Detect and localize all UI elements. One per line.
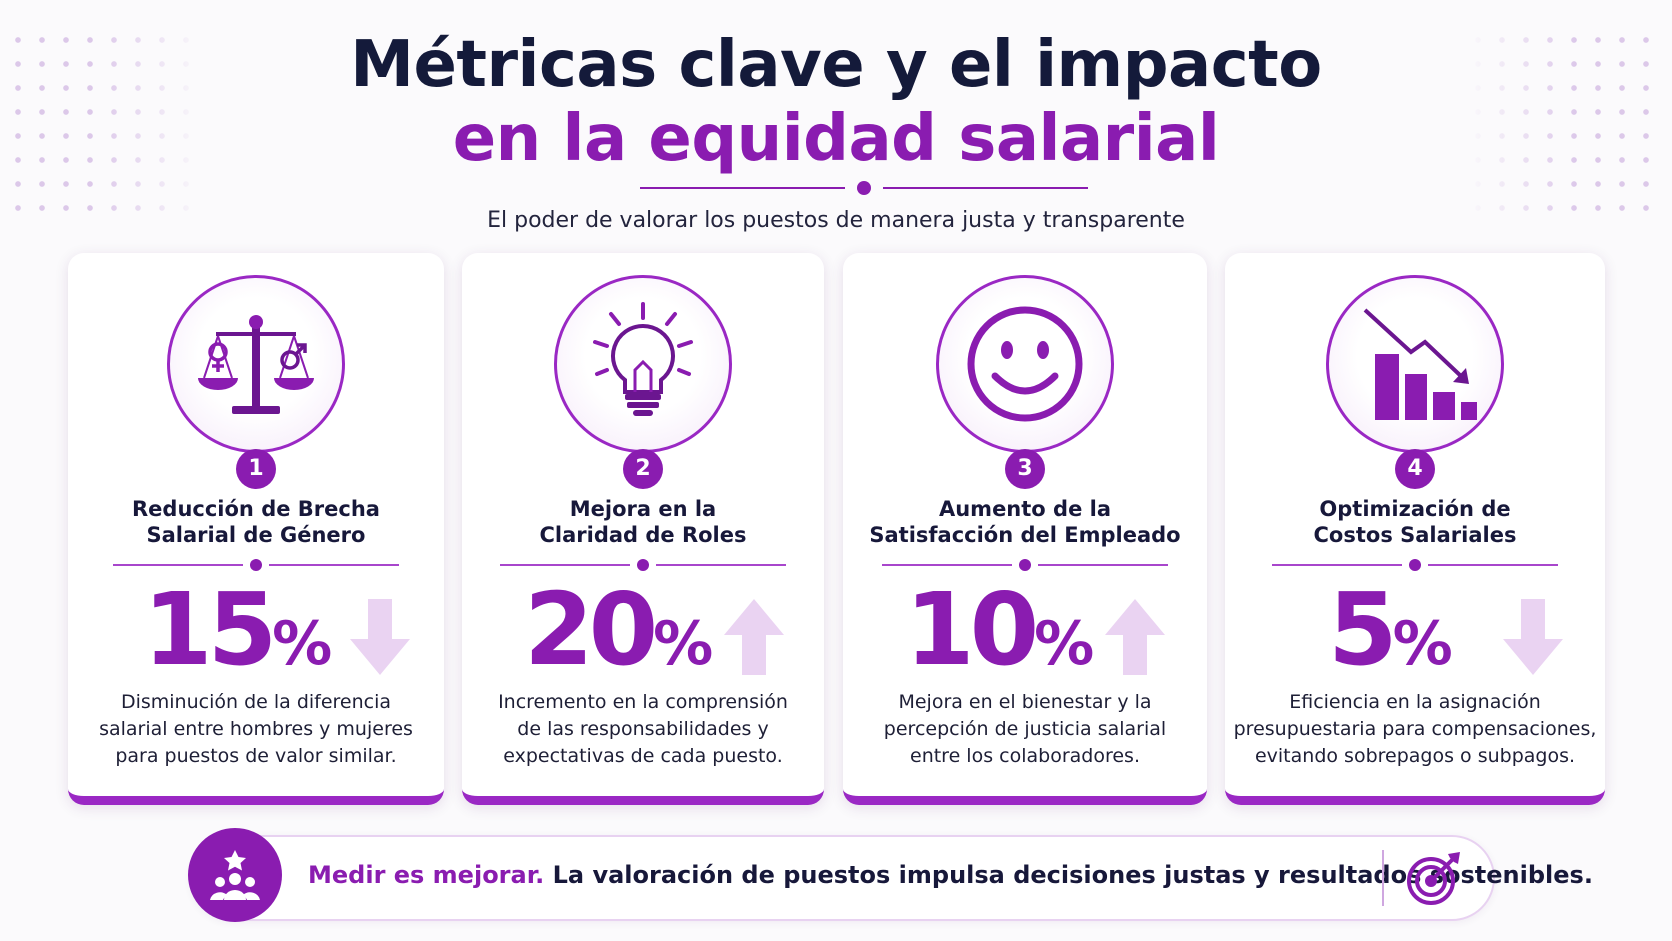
metric-value: 15%	[143, 575, 332, 699]
arrow-up-icon	[1105, 599, 1165, 675]
desc-line: Incremento en la comprensión	[498, 691, 788, 713]
metric-number: 20	[524, 571, 658, 688]
title-line-2: en la equidad salarial	[452, 102, 1220, 176]
title-line-1: Métricas clave y el impacto	[350, 28, 1322, 102]
team-star-icon	[188, 828, 282, 922]
card-title-line-2: Salarial de Género	[146, 523, 366, 547]
card-number: 4	[1395, 449, 1435, 489]
footer-message: Medir es mejorar. La valoración de puest…	[308, 861, 1593, 889]
card-title: Aumento de la Satisfacción del Empleado	[843, 496, 1207, 548]
metric-value: 20%	[524, 575, 713, 699]
card-title-line-1: Optimización de	[1319, 497, 1511, 521]
card-divider	[882, 559, 1168, 571]
metric-number: 15	[143, 571, 277, 688]
title-divider	[640, 181, 1088, 195]
target-arrow-icon	[1407, 852, 1460, 905]
decorative-dots-right	[1466, 28, 1666, 218]
desc-line: expectativas de cada puesto.	[503, 745, 783, 767]
footer-separator	[1382, 850, 1384, 906]
card-number: 2	[623, 449, 663, 489]
card-description: Incremento en la comprensión de las resp…	[462, 689, 824, 770]
card-divider	[113, 559, 399, 571]
card-description: Disminución de la diferencia salarial en…	[68, 689, 444, 770]
metric-number: 10	[905, 571, 1039, 688]
metric-unit: %	[272, 609, 333, 679]
footer-banner	[190, 835, 1495, 921]
metric-unit: %	[1034, 609, 1095, 679]
lightbulb-icon	[554, 275, 732, 453]
metric-unit: %	[653, 609, 714, 679]
page-title: Métricas clave y el impacto en la equida…	[0, 28, 1672, 176]
metric-value: 5%	[1328, 575, 1453, 699]
card-title-line-2: Costos Salariales	[1313, 523, 1517, 547]
arrow-down-icon	[1503, 599, 1563, 675]
metric-value-block: 15%	[68, 575, 444, 685]
card-divider	[500, 559, 786, 571]
card-title: Optimización de Costos Salariales	[1225, 496, 1605, 548]
card-description: Mejora en el bienestar y la percepción d…	[843, 689, 1207, 770]
card-number: 1	[236, 449, 276, 489]
smiley-face-icon	[936, 275, 1114, 453]
desc-line: Disminución de la diferencia	[120, 691, 392, 713]
metric-card-salary-costs: 4 Optimización de Costos Salariales 5% E…	[1225, 253, 1605, 805]
card-title-line-1: Mejora en la	[569, 497, 717, 521]
arrow-up-icon	[724, 599, 784, 675]
desc-line: salarial entre hombres y mujeres	[99, 718, 413, 740]
desc-line: presupuestaria para compensaciones,	[1233, 718, 1597, 740]
desc-line: entre los colaboradores.	[910, 745, 1140, 767]
card-title-line-1: Reducción de Brecha	[132, 497, 380, 521]
desc-line: para puestos de valor similar.	[115, 745, 397, 767]
desc-line: Mejora en el bienestar y la	[898, 691, 1152, 713]
metric-card-employee-satisfaction: 3 Aumento de la Satisfacción del Emplead…	[843, 253, 1207, 805]
card-title-line-2: Claridad de Roles	[539, 523, 747, 547]
metric-value-block: 10%	[843, 575, 1207, 685]
metric-value: 10%	[905, 575, 1094, 699]
desc-line: evitando sobrepagos o subpagos.	[1254, 745, 1576, 767]
card-title: Mejora en la Claridad de Roles	[462, 496, 824, 548]
decorative-dots-left	[6, 28, 206, 218]
card-number: 3	[1005, 449, 1045, 489]
balance-scale-gender-icon	[167, 275, 345, 453]
footer-highlight: Medir es mejorar.	[308, 861, 545, 889]
card-title: Reducción de Brecha Salarial de Género	[68, 496, 444, 548]
card-divider	[1272, 559, 1558, 571]
metric-card-role-clarity: 2 Mejora en la Claridad de Roles 20% Inc…	[462, 253, 824, 805]
arrow-down-icon	[350, 599, 410, 675]
page-subtitle: El poder de valorar los puestos de maner…	[487, 208, 1185, 233]
desc-line: percepción de justicia salarial	[883, 718, 1167, 740]
declining-bar-chart-icon	[1326, 275, 1504, 453]
desc-line: Eficiencia en la asignación	[1289, 691, 1541, 713]
metric-value-block: 5%	[1225, 575, 1605, 685]
metric-unit: %	[1392, 609, 1453, 679]
metric-number: 5	[1328, 571, 1398, 688]
card-description: Eficiencia en la asignación presupuestar…	[1225, 689, 1605, 770]
metric-card-gender-gap: 1 Reducción de Brecha Salarial de Género…	[68, 253, 444, 805]
card-title-line-2: Satisfacción del Empleado	[869, 523, 1181, 547]
card-title-line-1: Aumento de la	[938, 497, 1111, 521]
desc-line: de las responsabilidades y	[517, 718, 769, 740]
metric-value-block: 20%	[462, 575, 824, 685]
